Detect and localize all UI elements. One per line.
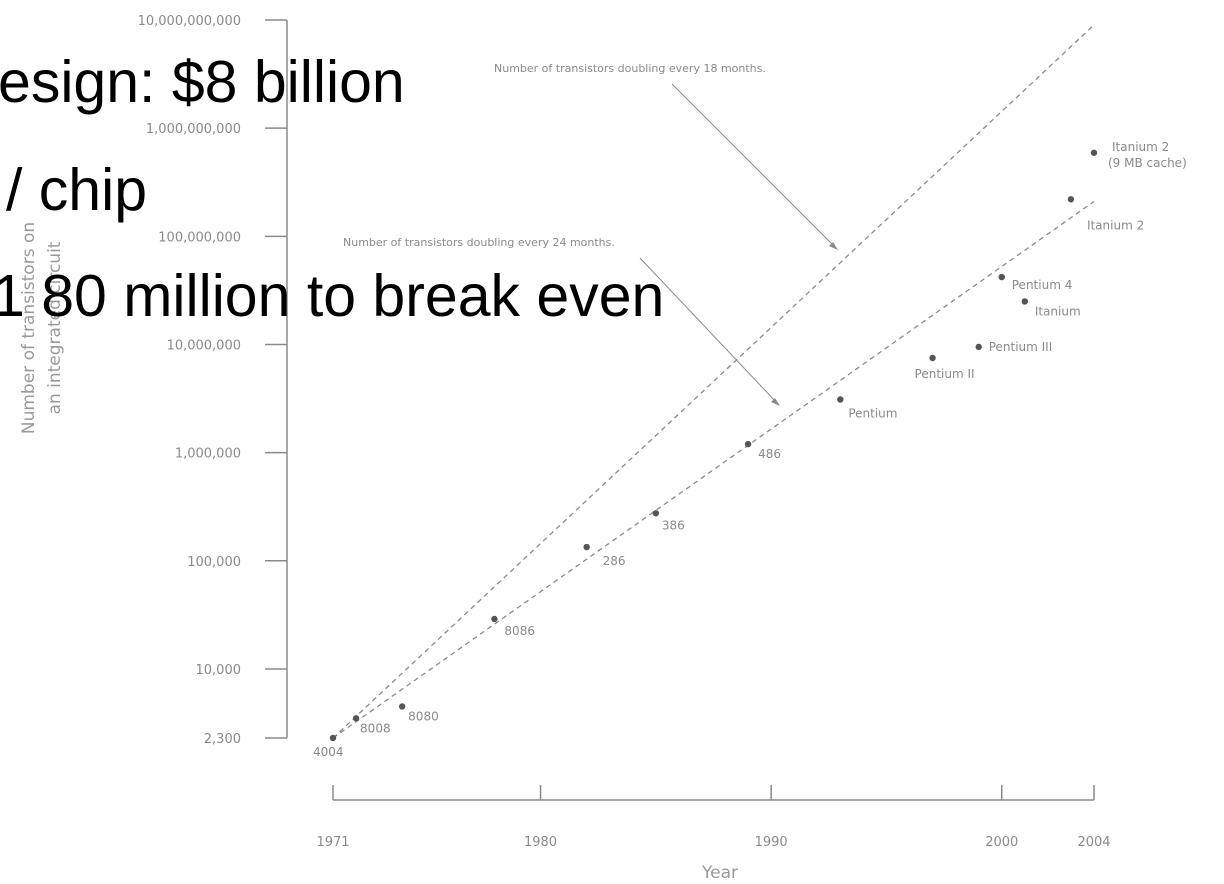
data-point <box>652 510 660 517</box>
point-label: Pentium III <box>989 340 1053 354</box>
data-point <box>1067 196 1075 203</box>
data-point <box>583 543 590 551</box>
y-tick-label: 2,300 <box>204 732 241 747</box>
annotation-18-months: Number of transistors doubling every 18 … <box>494 62 766 75</box>
point-label: 8080 <box>408 709 439 723</box>
point-label: 486 <box>758 447 781 461</box>
data-point <box>398 703 406 710</box>
arrow-18-months-head <box>829 242 838 250</box>
x-tick-label: 2004 <box>1077 835 1110 850</box>
y-tick-label: 1,000,000,000 <box>146 122 241 137</box>
data-points: 4004 8008 8080 8086 286 386 486 Pentium Pentium … <box>313 140 1187 759</box>
y-tick-label: 100,000 <box>187 555 241 570</box>
x-tick-label: 1990 <box>755 835 788 850</box>
data-point <box>998 273 1005 281</box>
y-tick-label: 10,000 <box>196 663 242 678</box>
point-label: 286 <box>603 554 626 568</box>
trend-line-18-months <box>332 24 1095 739</box>
point-label: Itanium <box>1035 304 1081 318</box>
point-label: Itanium 2 (9 MB cache) <box>1108 140 1187 170</box>
arrow-18-months <box>671 83 837 249</box>
annotation-24-months: Number of transistors doubling every 24 … <box>343 236 615 249</box>
data-point <box>491 615 498 623</box>
data-point <box>1090 149 1098 156</box>
data-point <box>837 396 844 403</box>
arrow-24-months <box>639 257 779 405</box>
point-label: 4004 <box>313 745 344 759</box>
x-axis-title: Year <box>701 863 738 883</box>
point-label: Itanium 2 <box>1087 218 1144 232</box>
annotation-arrows <box>639 83 838 406</box>
y-axis-title-line1: Number of transistors on <box>19 222 39 434</box>
y-tick-label: 100,000,000 <box>158 230 241 245</box>
x-ticks: 1971 1980 1990 2000 2004 <box>316 785 1111 850</box>
x-tick-label: 1980 <box>524 835 557 850</box>
trend-lines <box>332 24 1095 739</box>
y-axis-title: Number of transistors on an integrated c… <box>19 222 65 434</box>
overlay-line-2: / chip <box>6 157 147 223</box>
x-tick-label: 1971 <box>316 835 349 850</box>
y-tick-label: 10,000,000,000 <box>138 14 241 29</box>
y-axis-title-line2: an integrated circuit <box>45 241 65 414</box>
data-point <box>744 440 752 448</box>
overlay-line-3: 1 80 million to break even <box>0 263 664 329</box>
data-point <box>975 343 982 351</box>
y-tick-label: 10,000,000 <box>167 338 241 353</box>
point-label: 8086 <box>504 624 535 638</box>
arrow-24-months-head <box>771 398 780 406</box>
y-tick-label: 1,000,000 <box>175 447 241 462</box>
data-point <box>352 715 360 722</box>
trend-line-24-months <box>332 200 1095 739</box>
point-label: 386 <box>662 518 685 532</box>
x-tick-label: 2000 <box>985 835 1018 850</box>
point-label: Pentium 4 <box>1012 278 1073 292</box>
data-point <box>929 354 936 362</box>
point-label: 8008 <box>360 721 391 735</box>
overlay-line-1: esign: $8 billion <box>0 49 405 115</box>
slide-overlay-text: esign: $8 billion / chip 1 80 million to… <box>0 49 664 329</box>
data-point <box>329 734 337 742</box>
point-label: Pentium <box>848 406 897 420</box>
y-ticks: 10,000,000,000 1,000,000,000 100,000,000 10… <box>138 14 287 747</box>
data-point <box>1021 298 1029 305</box>
point-label: Pentium II <box>915 367 975 381</box>
chart-axes <box>286 20 1094 801</box>
